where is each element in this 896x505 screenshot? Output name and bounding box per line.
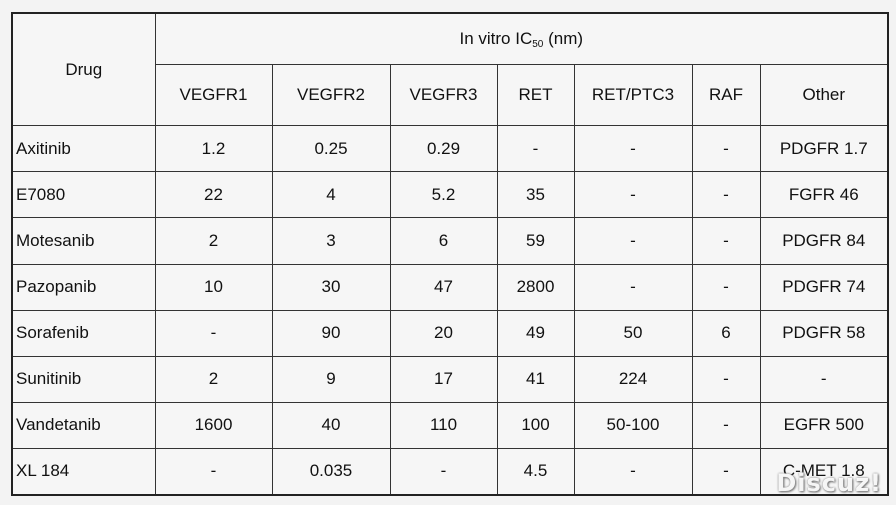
col-header-ret: RET	[496, 64, 575, 127]
value-cell: 2800	[496, 263, 575, 311]
drug-name-cell: Sorafenib	[11, 309, 156, 357]
header-ic50-sub: 50	[532, 39, 544, 51]
value-cell: 90	[271, 309, 391, 357]
col-header-raf: RAF	[691, 64, 761, 127]
value-cell: 22	[154, 171, 273, 219]
value-cell: PDGFR 74	[759, 263, 889, 311]
value-cell: 0.25	[271, 125, 391, 173]
value-cell: -	[691, 217, 761, 265]
table-row: E7080 22 4 5.2 35- - FGFR 46	[11, 171, 889, 219]
header-ic50-suffix: (nm)	[543, 29, 584, 49]
value-cell: 50-100	[573, 401, 693, 449]
value-cell: -	[573, 447, 693, 496]
drug-name-cell: XL 184	[11, 447, 156, 496]
value-cell: -	[154, 309, 273, 357]
value-cell: 4.5	[496, 447, 575, 496]
value-cell: -	[389, 447, 498, 496]
value-cell: -	[573, 263, 693, 311]
value-cell: 2	[154, 355, 273, 403]
col-header-other: Other	[759, 64, 889, 127]
value-cell: 9	[271, 355, 391, 403]
value-cell: -	[154, 447, 273, 496]
value-cell: 4	[271, 171, 391, 219]
value-cell: 1.2	[154, 125, 273, 173]
drug-name-cell: Sunitinib	[11, 355, 156, 403]
value-cell: 110	[389, 401, 498, 449]
table-row: Axitinib 1.2 0.25 0.29- - - PDGFR 1.7	[11, 125, 889, 173]
drug-name-cell: Pazopanib	[11, 263, 156, 311]
header-drug: Drug	[11, 12, 156, 127]
table-row: Sunitinib 2 9 17 41 224- -	[11, 355, 889, 403]
col-header-ret-ptc3: RET/PTC3	[573, 64, 693, 127]
value-cell: -	[691, 355, 761, 403]
value-cell: 2	[154, 217, 273, 265]
value-cell: 41	[496, 355, 575, 403]
value-cell: PDGFR 58	[759, 309, 889, 357]
value-cell: 47	[389, 263, 498, 311]
value-cell: -	[573, 125, 693, 173]
value-cell: -	[691, 125, 761, 173]
value-cell: -	[691, 401, 761, 449]
value-cell: 3	[271, 217, 391, 265]
value-cell: 0.035	[271, 447, 391, 496]
header-row-columns: VEGFR1 VEGFR2 VEGFR3 RET RET/PTC3 RAF Ot…	[12, 64, 889, 127]
value-cell: 17	[389, 355, 498, 403]
value-cell: FGFR 46	[759, 171, 889, 219]
value-cell: 5.2	[389, 171, 498, 219]
value-cell: 20	[389, 309, 498, 357]
table-row: XL 184-0.035-4.5- - C-MET 1.8	[11, 447, 889, 496]
table-row: Pazopanib 10 30 47 2800- - PDGFR 74	[11, 263, 889, 311]
value-cell: 1600	[154, 401, 273, 449]
value-cell: 40	[271, 401, 391, 449]
value-cell: 30	[271, 263, 391, 311]
drug-name-cell: Vandetanib	[11, 401, 156, 449]
col-header-vegfr1: VEGFR1	[154, 64, 273, 127]
value-cell: PDGFR 1.7	[759, 125, 889, 173]
table-row: Vandetanib 1600 40 110 100 50-100- EGFR 500	[11, 401, 889, 449]
drug-name-cell: Axitinib	[11, 125, 156, 173]
header-ic50-prefix: In vitro IC	[459, 29, 533, 49]
drug-name-cell: E7080	[11, 171, 156, 219]
value-cell: -	[691, 447, 761, 496]
table-row: Motesanib 2 3 6 59- - PDGFR 84	[11, 217, 889, 265]
header-row-group: Drug In vitro IC50 (nm)	[11, 12, 889, 127]
value-cell: 10	[154, 263, 273, 311]
value-cell: EGFR 500	[759, 401, 889, 449]
value-cell: 100	[496, 401, 575, 449]
value-cell: 224	[573, 355, 693, 403]
value-cell: 35	[496, 171, 575, 219]
header-ic50-group: In vitro IC50 (nm)	[154, 12, 889, 66]
value-cell: 50	[573, 309, 693, 357]
value-cell: 59	[496, 217, 575, 265]
value-cell: 0.29	[389, 125, 498, 173]
value-cell: -	[691, 171, 761, 219]
value-cell: 49	[496, 309, 575, 357]
value-cell: 6	[691, 309, 761, 357]
value-cell: 6	[389, 217, 498, 265]
col-header-vegfr2: VEGFR2	[271, 64, 391, 127]
value-cell: -	[691, 263, 761, 311]
value-cell: PDGFR 84	[759, 217, 889, 265]
col-header-vegfr3: VEGFR3	[389, 64, 498, 127]
watermark-logo: Discuz!	[776, 469, 882, 497]
value-cell: C-MET 1.8	[759, 447, 889, 496]
drug-name-cell: Motesanib	[11, 217, 156, 265]
table-row: Sorafenib -90 20 49 50 6 PDGFR 58	[11, 309, 889, 357]
ic50-table: Drug In vitro IC50 (nm) VEGFR1 VEGFR2 VE…	[11, 12, 890, 496]
value-cell: -	[496, 125, 575, 173]
value-cell: -	[573, 217, 693, 265]
value-cell: -	[759, 355, 889, 403]
value-cell: -	[573, 171, 693, 219]
